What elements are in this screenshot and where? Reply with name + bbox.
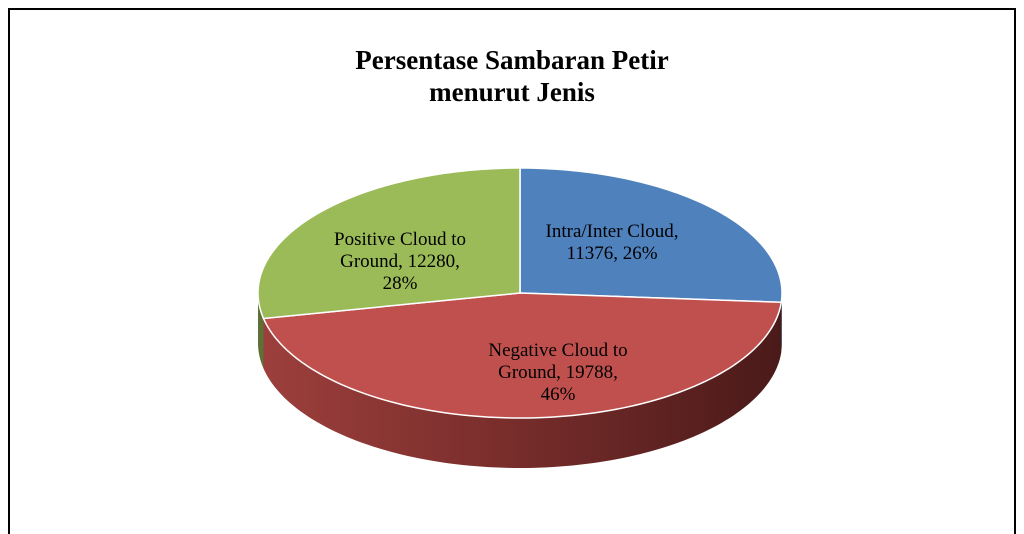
slice-side [258, 293, 264, 369]
slice [519, 167, 783, 304]
data-label: Positive Cloud to Ground, 12280, 28% [334, 229, 466, 294]
chart-title: Persentase Sambaran Petir menurut Jenis [355, 45, 669, 107]
slice-side [263, 302, 782, 468]
data-label: Intra/Inter Cloud, 11376, 26% [545, 221, 679, 264]
slice-side [781, 293, 782, 353]
slice [262, 292, 783, 419]
slice [257, 167, 521, 320]
chart-frame [8, 8, 1016, 534]
data-label: Negative Cloud to Ground, 19788, 46% [488, 340, 628, 405]
